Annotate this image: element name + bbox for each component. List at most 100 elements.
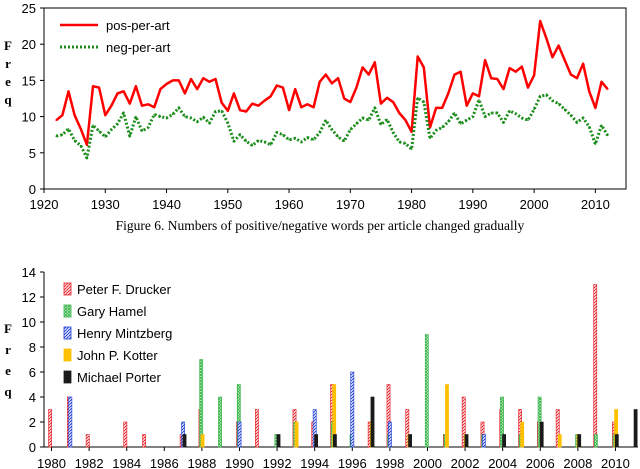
data-point: [269, 95, 272, 98]
y-tick-label: 15: [22, 73, 36, 88]
data-point: [606, 88, 609, 90]
data-point: [545, 37, 548, 40]
y-tick-label: 25: [22, 1, 36, 16]
data-point: [447, 120, 450, 123]
data-point: [245, 110, 247, 113]
bar-Michael Porter: [614, 434, 619, 448]
data-point: [184, 115, 186, 118]
x-tick-label: 2006: [526, 456, 555, 469]
data-point: [521, 65, 523, 68]
bar-Gary Hamel: [593, 434, 598, 448]
data-point: [190, 78, 192, 80]
bar-Michael Porter: [502, 434, 507, 448]
data-point: [416, 55, 419, 58]
x-tick-label: 1998: [375, 456, 404, 469]
data-point: [86, 144, 88, 146]
data-point: [104, 114, 107, 116]
bar-Michael Porter: [182, 434, 187, 448]
data-point: [331, 128, 333, 131]
data-point: [214, 78, 217, 80]
data-point: [349, 128, 352, 131]
bar-John P. Kotter: [520, 421, 525, 448]
x-tick-label: 2004: [488, 456, 517, 469]
data-point: [343, 140, 345, 143]
data-point: [318, 131, 321, 134]
data-point: [208, 81, 211, 83]
bar-Michael Porter: [633, 409, 638, 448]
x-tick-label: 1990: [458, 197, 487, 212]
data-point: [276, 84, 278, 87]
data-point: [600, 81, 603, 83]
bar-Michael Porter: [332, 434, 337, 448]
x-tick-label: 1980: [397, 197, 426, 212]
y-axis-label-letter: F: [4, 38, 12, 53]
data-point: [208, 122, 211, 124]
data-point: [367, 73, 370, 76]
y-tick-label: 2: [29, 415, 36, 430]
bar-Gary Hamel: [424, 334, 429, 448]
data-point: [386, 118, 388, 121]
data-point: [122, 112, 125, 114]
data-point: [61, 114, 64, 116]
series-line-neg-per-art: [55, 93, 609, 160]
data-point: [110, 104, 113, 107]
data-point: [276, 131, 278, 134]
x-tick-label: 1988: [187, 456, 216, 469]
data-point: [98, 86, 100, 89]
data-point: [502, 121, 505, 124]
data-point: [570, 114, 572, 116]
bar-Michael Porter: [464, 434, 469, 448]
data-point: [545, 94, 548, 96]
bar-John P. Kotter: [445, 384, 449, 448]
data-point: [478, 99, 480, 101]
data-point: [441, 107, 444, 109]
bar-Gary Hamel: [199, 359, 204, 448]
data-point: [410, 148, 413, 150]
data-point: [79, 144, 82, 147]
bar-Michael Porter: [314, 434, 319, 448]
x-tick-label: 1930: [91, 197, 120, 212]
legend-swatch-John P. Kotter: [63, 348, 72, 362]
data-point: [128, 135, 131, 137]
bar-Peter F. Drucker: [461, 396, 466, 448]
bar-Gary Hamel: [500, 396, 504, 448]
data-point: [514, 112, 517, 115]
y-axis-label-letter: F: [4, 321, 12, 336]
data-point: [190, 117, 192, 119]
data-point: [539, 20, 542, 22]
data-point: [588, 125, 591, 128]
bar-Michael Porter: [577, 434, 582, 448]
data-point: [582, 117, 584, 119]
data-point: [141, 130, 143, 132]
data-point: [239, 133, 241, 136]
data-point: [514, 70, 517, 73]
data-point: [465, 104, 468, 107]
data-point: [429, 137, 431, 140]
bar-John P. Kotter: [200, 434, 205, 448]
data-point: [582, 62, 584, 65]
data-point: [410, 131, 413, 133]
data-point: [171, 79, 174, 82]
data-point: [159, 115, 162, 118]
data-point: [404, 142, 407, 145]
data-point: [478, 95, 480, 98]
data-point: [361, 66, 364, 69]
data-point: [55, 135, 58, 137]
legend-label: neg-per-art: [106, 40, 171, 55]
data-point: [282, 133, 284, 136]
data-point: [435, 107, 437, 109]
y-tick-label: 5: [29, 146, 36, 161]
bar-Peter F. Drucker: [405, 409, 410, 448]
data-point: [263, 141, 266, 143]
data-point: [576, 77, 578, 80]
bar-Peter F. Drucker: [123, 421, 128, 448]
data-point: [484, 59, 486, 61]
data-point: [355, 86, 358, 89]
data-point: [423, 66, 425, 69]
data-point: [398, 112, 401, 114]
y-tick-label: 20: [22, 37, 36, 52]
data-point: [86, 157, 88, 159]
data-point: [233, 140, 235, 143]
data-point: [257, 139, 260, 142]
